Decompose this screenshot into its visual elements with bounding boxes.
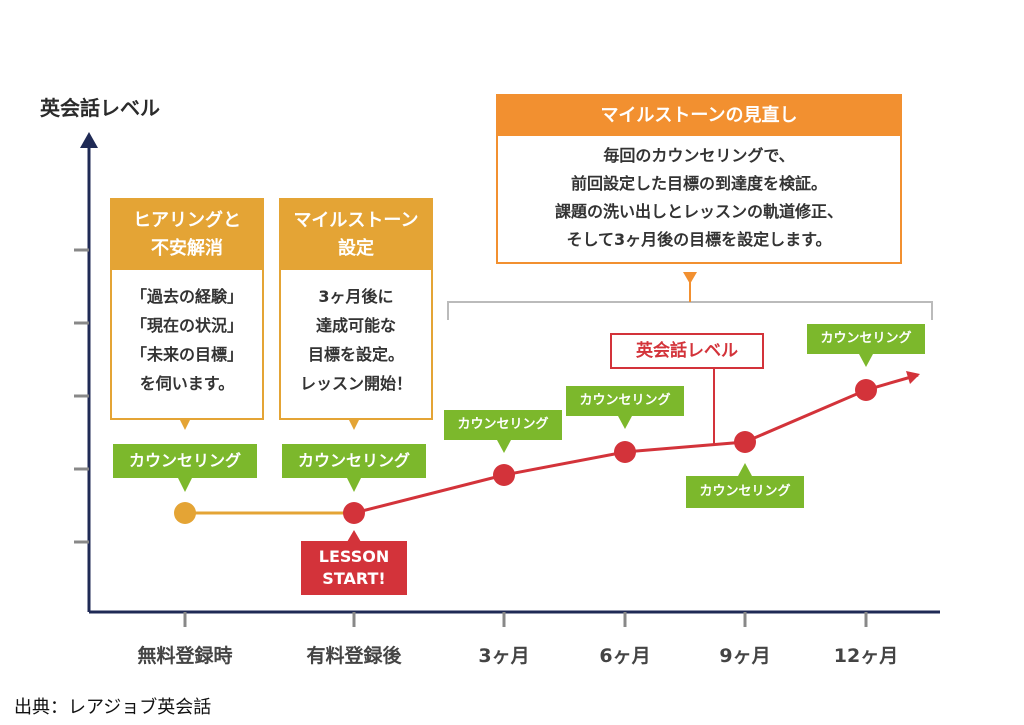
point-paid [343, 502, 365, 524]
hearing-box: ヒアリングと 不安解消 「過去の経験」 「現在の状況」 「未来の目標」 を伺いま… [110, 198, 264, 420]
body-line: 「過去の経験」 [130, 287, 243, 306]
body-line: 課題の洗い出しとレッスンの軌道修正、 [554, 202, 843, 221]
body-line: 前回設定した目標の到達度を検証。 [570, 174, 827, 193]
lesson-start-badge: LESSON START! [301, 541, 407, 595]
counseling-tag-6m: カウンセリング [566, 386, 684, 416]
hearing-box-body: 「過去の経験」 「現在の状況」 「未来の目標」 を伺います。 [112, 270, 262, 398]
hearing-box-title: ヒアリングと 不安解消 [112, 200, 262, 270]
counseling-tag-free: カウンセリング [113, 444, 257, 478]
x-tick-label: 6ヶ月 [599, 645, 651, 667]
tag-pointer [497, 440, 511, 453]
tag-pointer [178, 478, 192, 492]
tag-pointer [738, 463, 752, 476]
milestone-setting-title: マイルストーン 設定 [281, 200, 431, 270]
point-free [174, 502, 196, 524]
start-line: START! [322, 569, 386, 588]
body-line: 達成可能な [315, 316, 396, 335]
milestone-setting-body: 3ヶ月後に 達成可能な 目標を設定。 レッスン開始！ [281, 270, 431, 398]
start-line: LESSON [318, 547, 390, 566]
body-line: 毎回のカウンセリングで、 [603, 146, 795, 165]
tag-pointer [859, 354, 873, 367]
milestone-review-body: 毎回のカウンセリングで、 前回設定した目標の到達度を検証。 課題の洗い出しとレッ… [498, 136, 900, 262]
point-6m [614, 441, 636, 463]
x-tick-label: 無料登録時 [137, 645, 233, 667]
body-line: 「現在の状況」 [130, 316, 243, 335]
body-line: を伺います。 [139, 374, 235, 393]
body-line: そして3ヶ月後の目標を設定します。 [566, 230, 832, 249]
milestone-review-box: マイルストーンの見直し 毎回のカウンセリングで、 前回設定した目標の到達度を検証… [496, 94, 902, 264]
milestone-bracket [447, 301, 933, 320]
title-line: 設定 [338, 238, 374, 259]
counseling-tag-9m: カウンセリング [686, 476, 804, 508]
body-line: 目標を設定。 [307, 345, 404, 364]
title-line: 不安解消 [151, 238, 223, 259]
y-axis-arrow [80, 132, 98, 148]
point-3m [493, 464, 515, 486]
x-tick-label: 9ヶ月 [719, 645, 771, 667]
point-9m [734, 431, 756, 453]
x-tick-label: 12ヶ月 [833, 645, 899, 667]
level-label: 英会話レベル [610, 333, 764, 369]
box-pointer [683, 272, 697, 284]
source-note: 出典：レアジョブ英会話 [14, 697, 212, 718]
y-axis-label: 英会話レベル [40, 96, 160, 120]
body-line: 3ヶ月後に [318, 287, 394, 306]
milestone-setting-box: マイルストーン 設定 3ヶ月後に 達成可能な 目標を設定。 レッスン開始！ [279, 198, 433, 420]
x-tick-label: 有料登録後 [306, 645, 402, 667]
body-line: 「未来の目標」 [130, 345, 243, 364]
point-12m [855, 379, 877, 401]
counseling-tag-paid: カウンセリング [282, 444, 426, 478]
x-tick-label: 3ヶ月 [478, 645, 530, 667]
title-line: ヒアリングと [133, 210, 241, 231]
level-line-arrow [906, 371, 920, 384]
start-pointer [347, 530, 361, 542]
milestone-review-title: マイルストーンの見直し [498, 96, 900, 136]
tag-pointer [618, 416, 632, 429]
counseling-tag-12m: カウンセリング [807, 324, 925, 354]
counseling-tag-3m: カウンセリング [444, 410, 562, 440]
body-line: レッスン開始！ [299, 374, 412, 393]
tag-pointer [347, 478, 361, 492]
title-line: マイルストーン [293, 210, 419, 231]
